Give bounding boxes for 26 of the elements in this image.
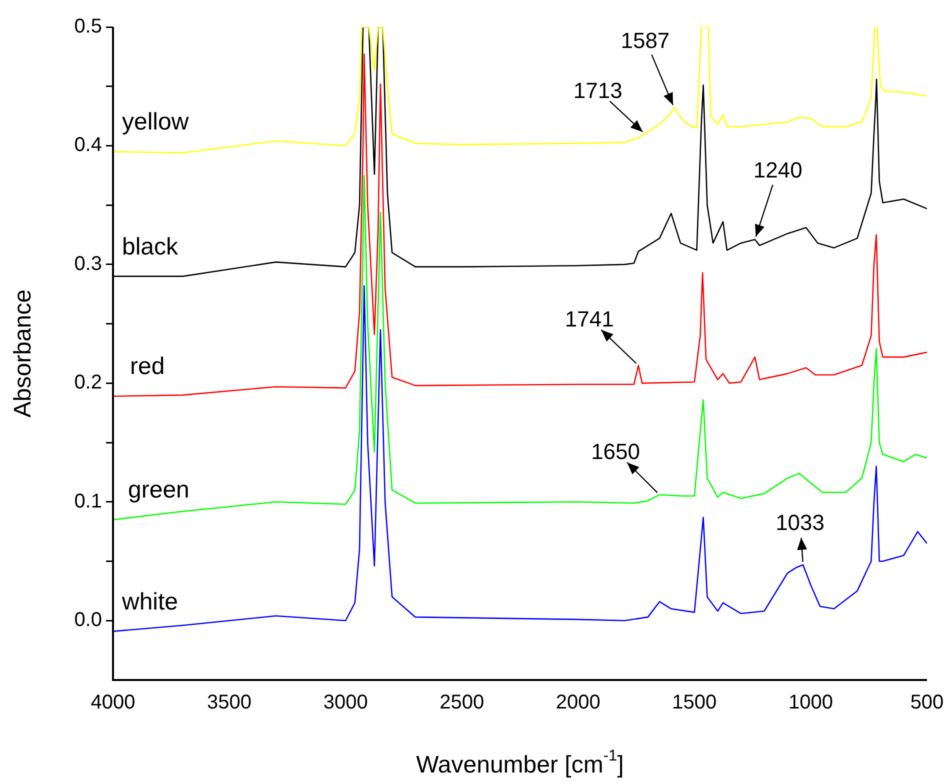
annotation: 1240 <box>753 158 802 183</box>
y-tick-label: 0.1 <box>74 490 102 512</box>
annotation: 1587 <box>620 28 670 53</box>
x-tick-label: 2500 <box>440 692 484 714</box>
series-label: yellow <box>122 108 190 136</box>
series-label: red <box>130 353 165 380</box>
y-tick-label: 0.2 <box>74 372 102 394</box>
x-tick-label: 3500 <box>207 692 252 714</box>
x-tick-label: 500 <box>910 692 944 714</box>
y-tick-label: 0.4 <box>74 134 102 156</box>
x-tick-label: 3000 <box>323 692 368 714</box>
series-label: green <box>128 476 190 504</box>
x-tick-label: 4000 <box>90 692 136 714</box>
annotation: 1650 <box>591 438 640 464</box>
series-label: black <box>122 233 180 260</box>
y-tick-label: 0.3 <box>74 252 102 275</box>
annotation: 1713 <box>573 78 622 103</box>
x-tick-label: 2000 <box>556 692 600 714</box>
y-tick-label: 0.5 <box>74 16 102 38</box>
annotation: 1741 <box>564 306 614 332</box>
y-tick-label: 0.0 <box>74 609 102 632</box>
x-tick-label: 1000 <box>788 692 833 714</box>
y-axis-title: Absorbance <box>10 289 37 418</box>
series-label: white <box>121 588 178 616</box>
annotation: 1033 <box>776 510 825 535</box>
x-tick-label: 1500 <box>672 692 717 714</box>
